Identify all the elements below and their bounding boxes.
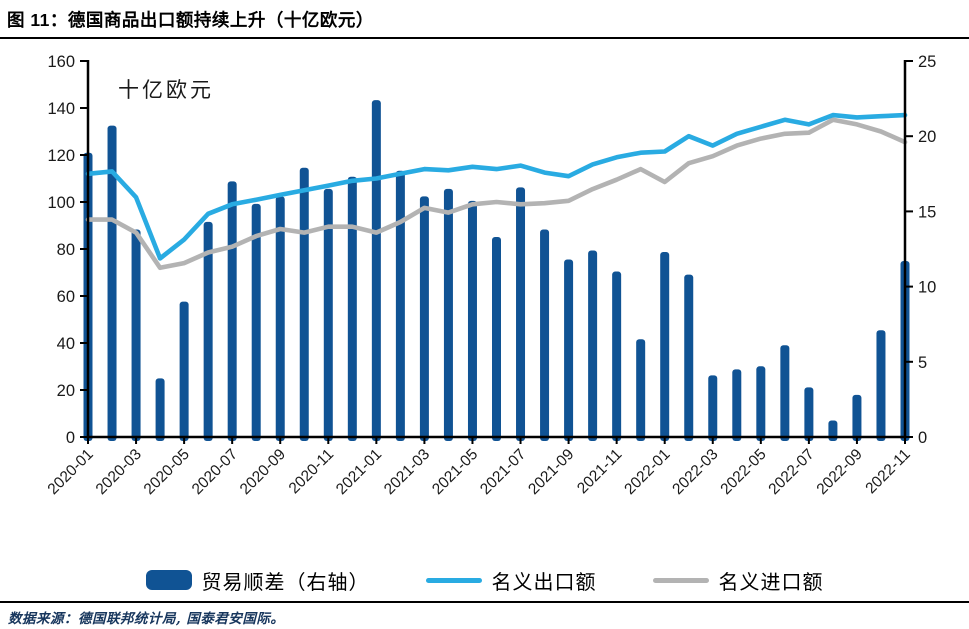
- title-divider: [0, 37, 969, 39]
- svg-text:2020-03: 2020-03: [93, 446, 145, 498]
- svg-text:2021-03: 2021-03: [381, 446, 433, 498]
- svg-text:0: 0: [66, 429, 75, 447]
- legend-item-exports: 名义出口额: [425, 566, 597, 595]
- svg-text:2020-05: 2020-05: [141, 446, 193, 498]
- legend-item-imports: 名义进口额: [652, 566, 824, 595]
- data-source: 数据来源：德国联邦统计局, 国泰君安国际。: [8, 611, 285, 627]
- svg-text:160: 160: [47, 53, 75, 71]
- left-axis-labels: 0 20 40 60 80 100 120 140 160: [47, 53, 75, 447]
- unit-annotation: 十亿欧元: [118, 78, 214, 102]
- footer-divider: [0, 601, 969, 603]
- svg-text:2021-09: 2021-09: [525, 446, 577, 498]
- svg-text:2022-09: 2022-09: [814, 446, 866, 498]
- imports-line-swatch: [652, 577, 709, 583]
- svg-text:2022-11: 2022-11: [862, 446, 913, 497]
- x-axis-labels: 2020-012020-032020-052020-072020-092020-…: [45, 437, 914, 498]
- svg-text:2021-07: 2021-07: [477, 446, 529, 498]
- svg-text:2020-01: 2020-01: [45, 446, 97, 498]
- svg-text:140: 140: [47, 100, 75, 118]
- svg-text:2022-05: 2022-05: [717, 446, 769, 498]
- legend-label: 贸易顺差（右轴）: [201, 569, 370, 594]
- svg-text:15: 15: [918, 203, 936, 221]
- svg-text:2022-07: 2022-07: [765, 446, 817, 498]
- svg-text:2020-09: 2020-09: [237, 446, 289, 498]
- svg-text:20: 20: [57, 382, 75, 400]
- exports-line-swatch: [425, 577, 482, 583]
- right-axis-labels: 0 5 10 15 20 25: [918, 53, 936, 447]
- svg-text:80: 80: [57, 241, 75, 259]
- chart-legend: 贸易顺差（右轴） 名义出口额 名义进口额: [0, 559, 969, 601]
- line-series: [85, 112, 908, 261]
- svg-text:25: 25: [918, 53, 936, 71]
- axis-ticks: [80, 60, 913, 438]
- line-series: [85, 117, 908, 271]
- svg-text:2022-01: 2022-01: [621, 446, 673, 498]
- chart-canvas: 02040608010012014016005101520252020-0120…: [45, 53, 937, 498]
- chart-area: 0 20 40 60 80 100 120 140 160 0 5 10 15 20 25 2020-01 20…: [0, 39, 969, 559]
- trade-balance-bar-swatch: [145, 570, 192, 590]
- svg-text:120: 120: [47, 147, 75, 165]
- legend-item-trade-balance: 贸易顺差（右轴）: [145, 566, 370, 595]
- svg-text:2022-03: 2022-03: [669, 446, 721, 498]
- svg-text:10: 10: [918, 279, 936, 297]
- trade-balance-bars: [83, 100, 910, 442]
- svg-text:60: 60: [57, 288, 75, 306]
- figure-title: 图 11：德国商品出口额持续上升（十亿欧元）: [7, 10, 374, 30]
- svg-text:2020-11: 2020-11: [286, 446, 337, 497]
- svg-text:100: 100: [47, 194, 75, 212]
- svg-text:40: 40: [57, 335, 75, 353]
- svg-text:2021-01: 2021-01: [333, 446, 385, 498]
- svg-text:2021-05: 2021-05: [429, 446, 481, 498]
- svg-text:20: 20: [918, 128, 936, 146]
- legend-label: 名义出口额: [491, 569, 597, 594]
- svg-text:0: 0: [918, 429, 927, 447]
- legend-label: 名义进口额: [718, 569, 824, 594]
- svg-text:2021-11: 2021-11: [574, 446, 625, 497]
- svg-text:2020-07: 2020-07: [189, 446, 241, 498]
- svg-text:5: 5: [918, 354, 927, 372]
